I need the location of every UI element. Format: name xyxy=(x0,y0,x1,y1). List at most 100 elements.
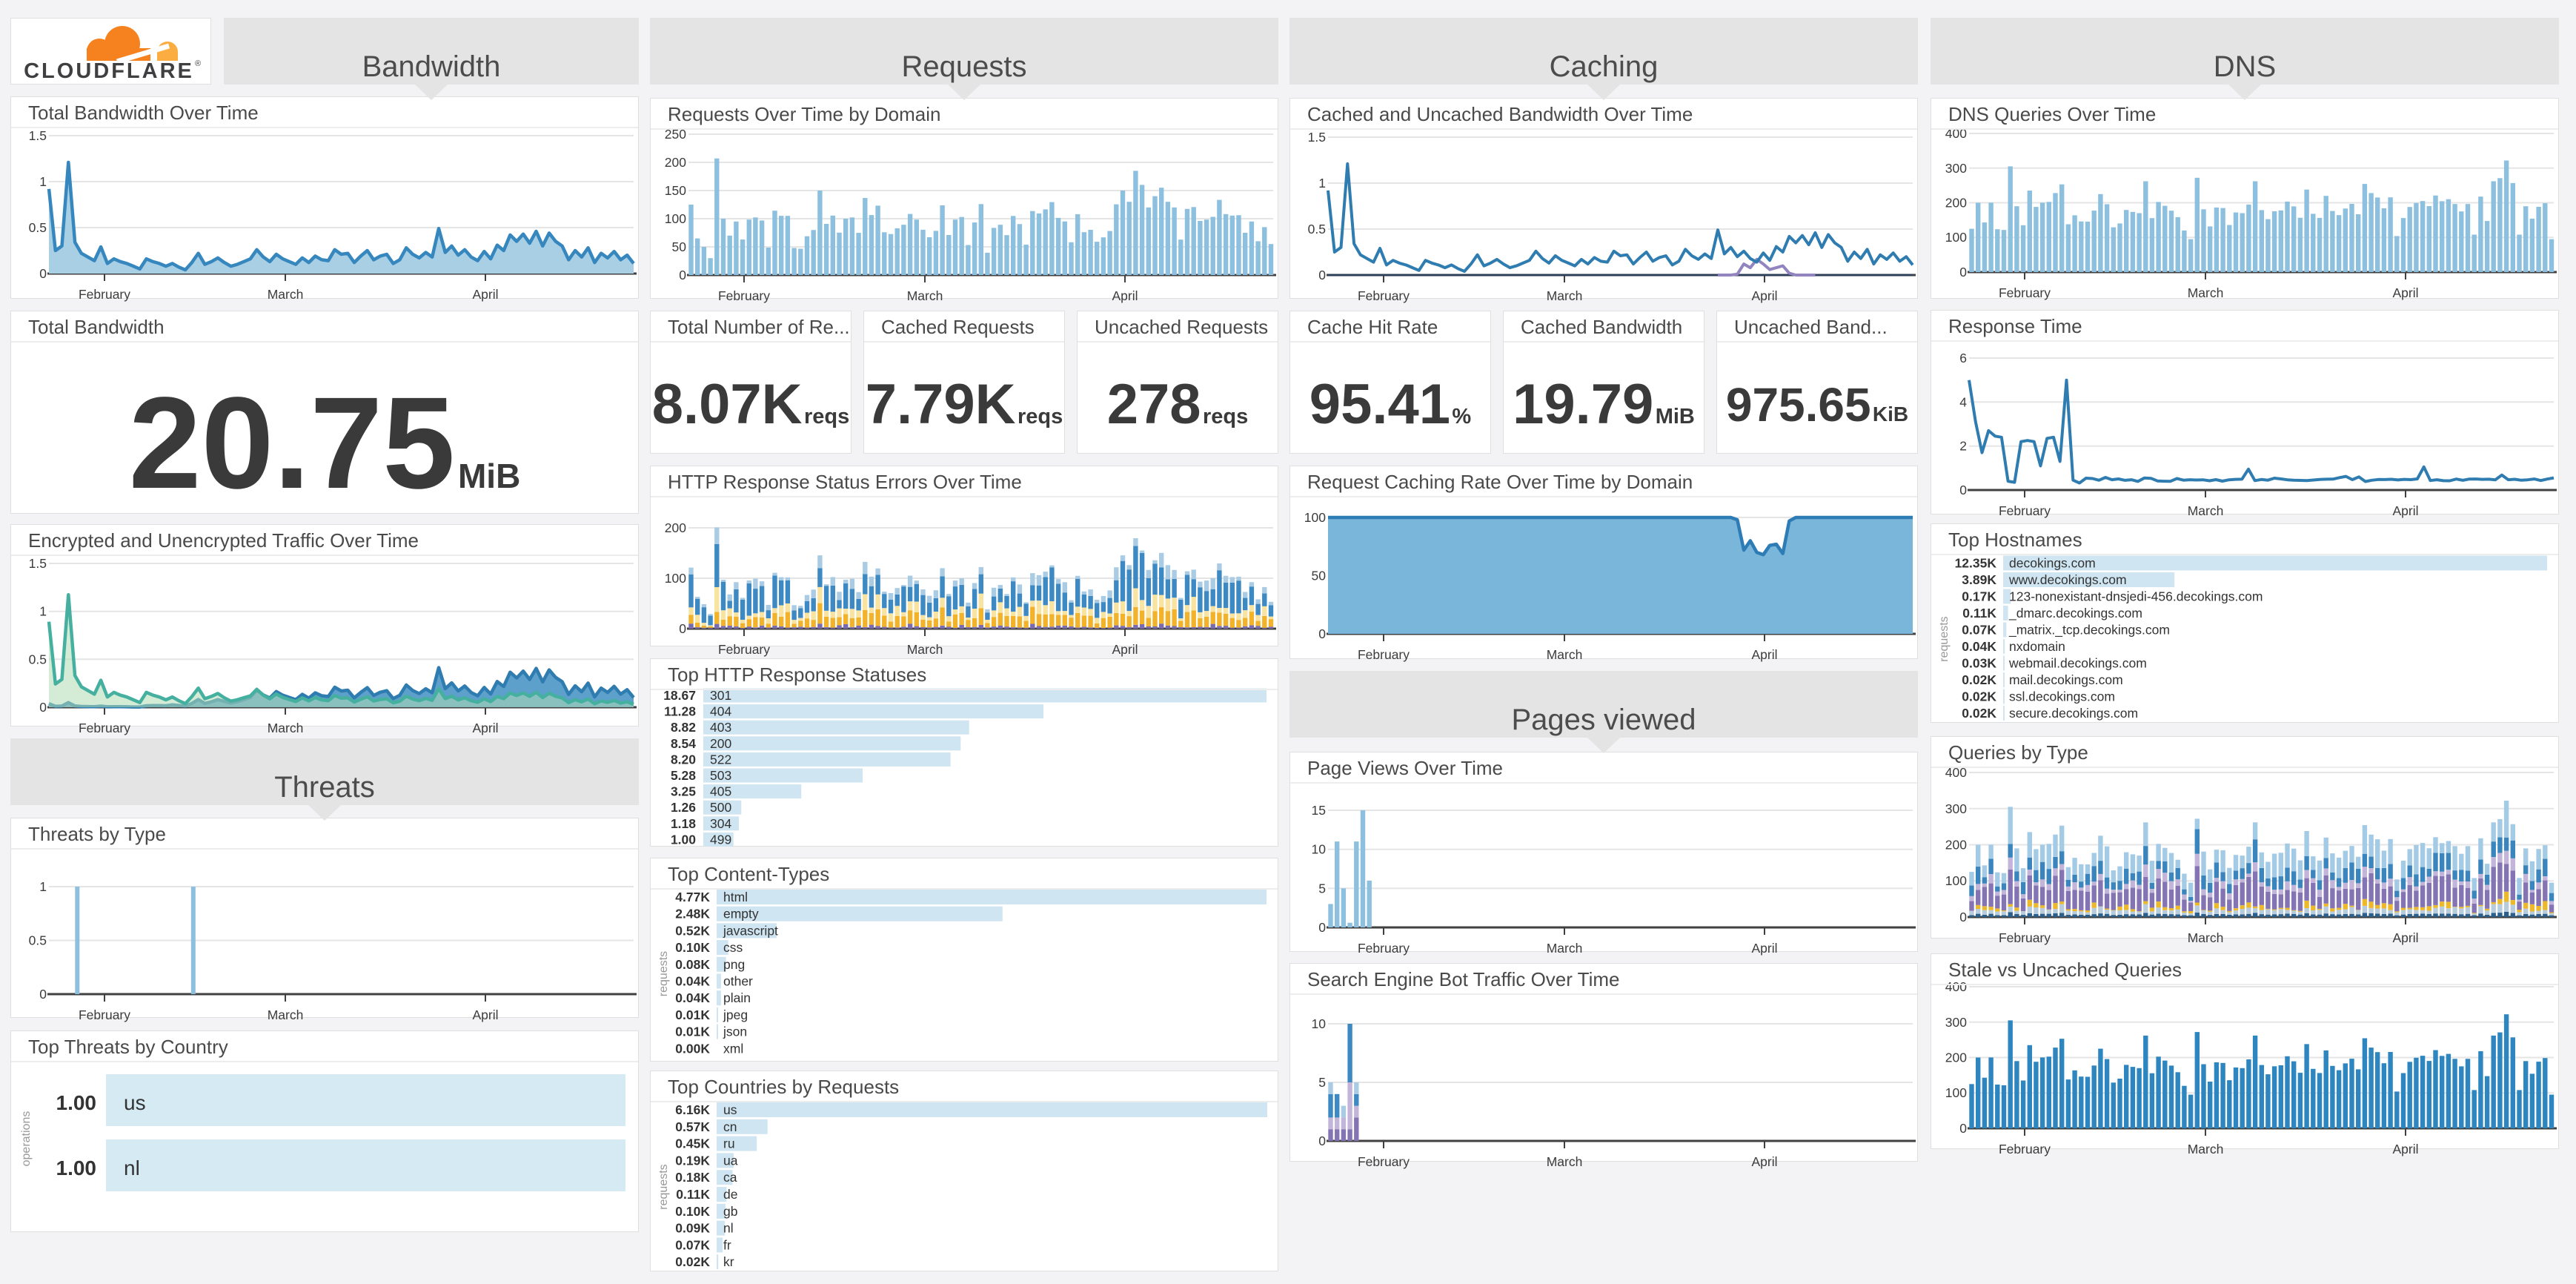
svg-text:0.04K: 0.04K xyxy=(675,990,710,1005)
svg-text:ssl.decokings.com: ssl.decokings.com xyxy=(2009,689,2115,704)
svg-text:400: 400 xyxy=(1945,765,1967,780)
svg-text:405: 405 xyxy=(710,784,731,799)
svg-text:0.5: 0.5 xyxy=(29,652,47,666)
svg-text:301: 301 xyxy=(710,688,731,703)
svg-text:503: 503 xyxy=(710,768,731,783)
svg-text:April: April xyxy=(1751,1154,1777,1169)
svg-text:February: February xyxy=(718,642,770,657)
svg-text:xml: xml xyxy=(723,1041,743,1056)
svg-text:10: 10 xyxy=(1312,1016,1327,1031)
svg-text:123-nonexistant-dnsjedi-456.de: 123-nonexistant-dnsjedi-456.decokings.co… xyxy=(2009,589,2263,604)
svg-text:March: March xyxy=(268,1007,304,1022)
svg-text:decokings.com: decokings.com xyxy=(2009,556,2096,571)
svg-text:nl: nl xyxy=(723,1221,734,1236)
svg-text:February: February xyxy=(1999,285,2051,300)
svg-text:ua: ua xyxy=(723,1153,738,1168)
svg-text:18.67: 18.67 xyxy=(663,688,696,703)
svg-text:0: 0 xyxy=(1318,920,1326,935)
svg-text:6: 6 xyxy=(1959,351,1967,365)
svg-text:fr: fr xyxy=(723,1237,731,1252)
svg-text:April: April xyxy=(1112,642,1138,657)
svg-text:100: 100 xyxy=(665,571,686,586)
svg-text:April: April xyxy=(1751,647,1777,662)
svg-text:1.5: 1.5 xyxy=(29,128,47,143)
svg-text:0: 0 xyxy=(39,700,47,715)
svg-text:February: February xyxy=(79,721,130,735)
svg-text:200: 200 xyxy=(1945,838,1967,853)
svg-text:March: March xyxy=(907,288,943,303)
svg-text:200: 200 xyxy=(665,155,686,170)
svg-text:0.02K: 0.02K xyxy=(1962,689,1996,704)
svg-text:0.11K: 0.11K xyxy=(676,1187,710,1202)
svg-text:400: 400 xyxy=(1945,979,1967,994)
svg-text:February: February xyxy=(1358,941,1410,956)
svg-text:0.04K: 0.04K xyxy=(675,974,710,989)
svg-text:1.18: 1.18 xyxy=(671,816,696,831)
svg-text:gb: gb xyxy=(723,1204,737,1219)
svg-text:April: April xyxy=(1751,941,1777,956)
svg-text:0: 0 xyxy=(1318,268,1326,282)
svg-text:us: us xyxy=(124,1091,146,1114)
svg-text:March: March xyxy=(2188,930,2224,945)
svg-text:0.00K: 0.00K xyxy=(675,1041,710,1056)
svg-text:100: 100 xyxy=(1945,1085,1967,1100)
svg-text:403: 403 xyxy=(710,720,731,735)
svg-text:0: 0 xyxy=(1959,483,1967,497)
svg-text:1.00: 1.00 xyxy=(671,832,696,847)
svg-text:html: html xyxy=(723,890,748,904)
svg-text:de: de xyxy=(723,1187,737,1202)
svg-text:1: 1 xyxy=(39,174,47,189)
svg-text:json: json xyxy=(723,1025,747,1039)
svg-text:1.5: 1.5 xyxy=(29,556,47,571)
svg-text:499: 499 xyxy=(710,832,731,847)
svg-text:0.04K: 0.04K xyxy=(1962,639,1996,654)
svg-text:0: 0 xyxy=(679,621,686,636)
svg-text:0.45K: 0.45K xyxy=(675,1136,710,1151)
svg-text:0.10K: 0.10K xyxy=(675,940,710,955)
svg-text:0.01K: 0.01K xyxy=(675,1025,710,1039)
svg-text:0.01K: 0.01K xyxy=(675,1007,710,1022)
svg-text:operations: operations xyxy=(20,1111,33,1167)
svg-text:0: 0 xyxy=(1959,265,1967,279)
svg-text:CLOUDFLARE: CLOUDFLARE xyxy=(24,59,194,83)
svg-text:100: 100 xyxy=(1304,510,1326,525)
svg-text:0.57K: 0.57K xyxy=(675,1119,710,1134)
svg-text:April: April xyxy=(472,1007,498,1022)
svg-text:0.07K: 0.07K xyxy=(1962,623,1996,638)
svg-text:5: 5 xyxy=(1318,881,1326,896)
svg-text:0.10K: 0.10K xyxy=(675,1204,710,1219)
svg-text:March: March xyxy=(268,287,304,302)
svg-text:other: other xyxy=(723,974,753,989)
svg-text:javascript: javascript xyxy=(723,923,778,938)
svg-text:100: 100 xyxy=(665,211,686,226)
svg-text:February: February xyxy=(1999,503,2051,518)
svg-text:www.decokings.com: www.decokings.com xyxy=(2008,572,2127,587)
svg-text:304: 304 xyxy=(710,816,731,831)
svg-text:150: 150 xyxy=(665,183,686,198)
svg-text:0: 0 xyxy=(39,266,47,281)
svg-text:250: 250 xyxy=(665,127,686,142)
svg-text:March: March xyxy=(907,642,943,657)
svg-text:nxdomain: nxdomain xyxy=(2009,639,2065,654)
svg-text:0.02K: 0.02K xyxy=(1962,672,1996,687)
svg-text:March: March xyxy=(268,721,304,735)
svg-text:0: 0 xyxy=(679,268,686,282)
svg-text:8.54: 8.54 xyxy=(671,736,696,751)
svg-text:300: 300 xyxy=(1945,801,1967,816)
svg-text:0.18K: 0.18K xyxy=(675,1170,710,1185)
svg-text:10: 10 xyxy=(1312,842,1327,857)
svg-text:0.17K: 0.17K xyxy=(1962,589,1996,604)
svg-text:February: February xyxy=(1999,930,2051,945)
svg-text:0.02K: 0.02K xyxy=(1962,706,1996,721)
svg-text:April: April xyxy=(2392,1142,2418,1156)
svg-text:1.5: 1.5 xyxy=(1308,130,1326,145)
svg-text:empty: empty xyxy=(723,907,759,921)
svg-text:March: March xyxy=(2188,285,2224,300)
svg-text:1.00: 1.00 xyxy=(56,1156,97,1179)
svg-text:March: March xyxy=(1547,941,1583,956)
svg-text:200: 200 xyxy=(665,520,686,535)
svg-text:0.5: 0.5 xyxy=(29,933,47,948)
svg-text:_dmarc.decokings.com: _dmarc.decokings.com xyxy=(2008,606,2142,621)
svg-text:2.48K: 2.48K xyxy=(675,907,710,921)
svg-text:0.07K: 0.07K xyxy=(675,1237,710,1252)
